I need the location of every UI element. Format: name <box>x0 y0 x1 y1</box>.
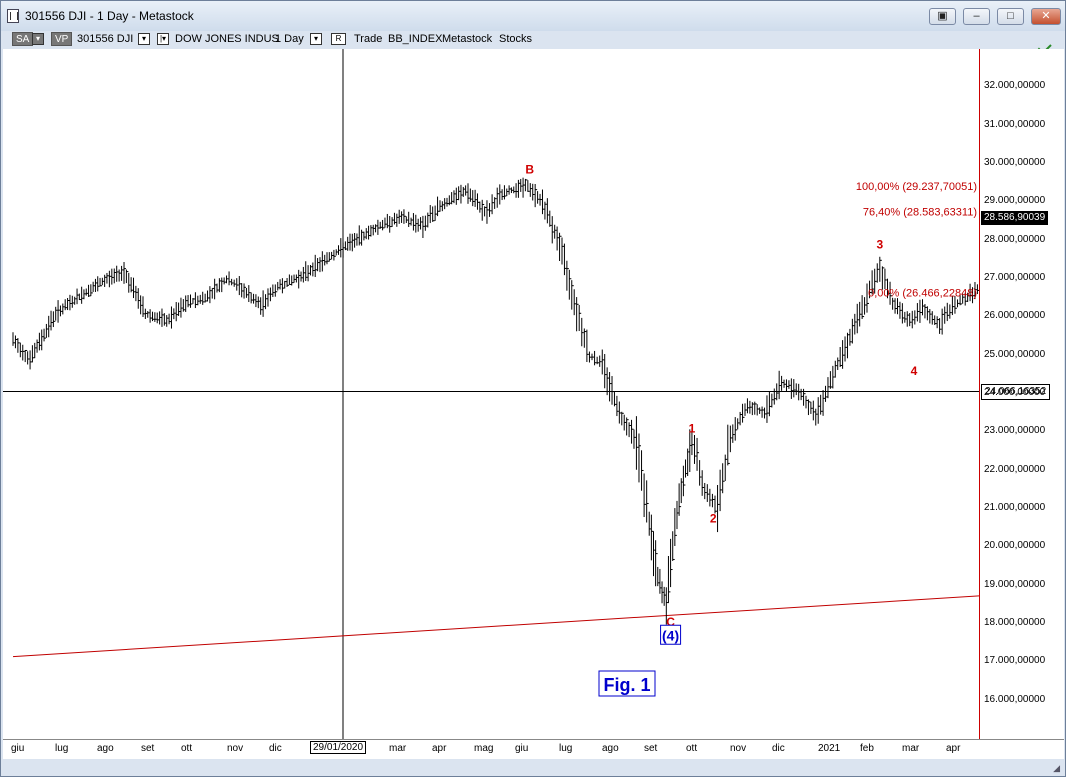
support-trendline <box>12 595 979 658</box>
group-label: Stocks <box>499 33 533 45</box>
date-tick-label: dic <box>772 743 785 754</box>
wave-label: 4 <box>911 364 918 378</box>
symbol-dropdown-icon[interactable]: ▾ <box>138 33 150 45</box>
fib-level-label: 100,00% (29.237,70051) <box>856 181 977 193</box>
r-box[interactable]: R <box>331 33 346 45</box>
maximize-button[interactable]: □ <box>997 8 1024 25</box>
crosshair-date-label: 29/01/2020 <box>310 741 367 754</box>
date-tick-label: lug <box>559 743 573 754</box>
date-tick-label: 2021 <box>818 743 841 754</box>
chart-toolbar: SA ▾ VP 301556 DJI ▾ |▾ DOW JONES INDUS … <box>7 31 1061 49</box>
date-tick-label: mag <box>474 743 494 754</box>
window-title: 301556 DJI - 1 Day - Metastock <box>25 9 194 23</box>
last-price-tag: 28.586,90039 <box>981 211 1049 226</box>
price-tick-label: 24.000,00000 <box>984 387 1046 398</box>
price-tick-label: 28.000,00000 <box>984 233 1046 245</box>
date-tick-label: mar <box>902 743 920 754</box>
date-tick-label: lug <box>55 743 69 754</box>
price-tick-label: 19.000,00000 <box>984 578 1046 590</box>
period-label: 1 Day <box>275 33 304 45</box>
price-tick-label: 21.000,00000 <box>984 502 1046 513</box>
price-tick-label: 27.000,00000 <box>984 272 1046 283</box>
price-tick-label: 25.000,00000 <box>984 348 1046 360</box>
crosshair-price-tag: 24.066,16352 <box>981 384 1051 401</box>
resize-grip-icon[interactable]: ◢ <box>1053 763 1060 773</box>
wave-label: B <box>525 163 534 177</box>
price-chart[interactable]: 100,00% (29.237,70051) 76,40% (28.583,633… <box>3 49 980 739</box>
wave-label: C <box>666 615 675 629</box>
price-tick-label: 22.000,00000 <box>984 463 1046 475</box>
date-tick-label: ago <box>602 743 619 754</box>
date-tick-label: apr <box>946 743 961 754</box>
chart-app-icon <box>7 9 19 23</box>
price-tick-label: 29.000,00000 <box>984 195 1046 207</box>
source-label: Metastock <box>442 33 493 45</box>
close-button[interactable]: ✕ <box>1031 8 1061 25</box>
fib-level-label: 0,00% (26.466,22848) <box>868 287 977 299</box>
figure-label: Fig. 1 <box>603 675 650 695</box>
price-tick-label: 17.000,00000 <box>984 655 1046 667</box>
wave-label: 2 <box>710 511 717 525</box>
date-tick-label: apr <box>432 743 447 754</box>
price-tick-label: 31.000,00000 <box>984 118 1046 130</box>
minimize-button[interactable]: – <box>963 8 990 25</box>
vp-button[interactable]: VP <box>51 32 73 46</box>
price-tick-label: 16.000,00000 <box>984 693 1046 705</box>
sa-dropdown-icon[interactable]: ▾ <box>32 33 44 45</box>
restore-chart-icon[interactable]: ▣ <box>929 8 956 25</box>
price-axis[interactable]: 28.586,90039 24.066,16352 16.000,00000 17… <box>980 49 1064 739</box>
symbol-label: 301556 DJI <box>77 33 134 45</box>
major-wave-box <box>660 624 682 645</box>
price-tick-label: 30.000,00000 <box>984 157 1046 168</box>
price-chart-svg[interactable]: 100,00% (29.237,70051) 76,40% (28.583,633… <box>3 49 979 739</box>
price-tick-label: 23.000,00000 <box>984 425 1046 437</box>
date-tick-label: set <box>141 743 155 754</box>
price-tick-label: 18.000,00000 <box>984 617 1046 628</box>
trade-label[interactable]: Trade <box>354 33 383 45</box>
price-tick-label: 32.000,00000 <box>984 80 1046 92</box>
date-tick-label: mar <box>389 743 407 754</box>
date-tick-label: ott <box>686 743 698 754</box>
price-tick-label: 26.000,00000 <box>984 310 1046 322</box>
date-tick-label: nov <box>227 743 244 754</box>
price-tick-label: 20.000,00000 <box>984 540 1046 552</box>
date-tick-label: dic <box>269 743 282 754</box>
date-tick-label: feb <box>860 743 874 754</box>
date-tick-label: ago <box>97 743 114 754</box>
title-bar[interactable]: 301556 DJI - 1 Day - Metastock ▣ – □ ✕ <box>1 1 1065 31</box>
figure-label-box <box>598 670 656 697</box>
security-name: DOW JONES INDUS <box>175 33 279 45</box>
index-label: BB_INDEX <box>388 33 443 45</box>
date-tick-label: ott <box>181 743 193 754</box>
major-wave-label: (4) <box>662 627 679 643</box>
date-tick-label: nov <box>730 743 747 754</box>
security-selector-icon[interactable]: |▾ <box>157 33 169 45</box>
date-axis[interactable]: 29/01/2020 giu lug ago set ott nov dic mar apr ma… <box>3 739 1064 760</box>
period-dropdown-icon[interactable]: ▾ <box>310 33 322 45</box>
date-tick-label: set <box>644 743 658 754</box>
status-bar: ◢ <box>3 759 1064 776</box>
date-tick-label: giu <box>515 743 529 754</box>
date-tick-label: giu <box>11 743 25 754</box>
fib-level-label: 76,40% (28.583,63311) <box>863 206 977 218</box>
sa-button[interactable]: SA <box>12 32 34 46</box>
wave-label: 3 <box>876 237 883 251</box>
wave-label: 1 <box>689 421 696 435</box>
